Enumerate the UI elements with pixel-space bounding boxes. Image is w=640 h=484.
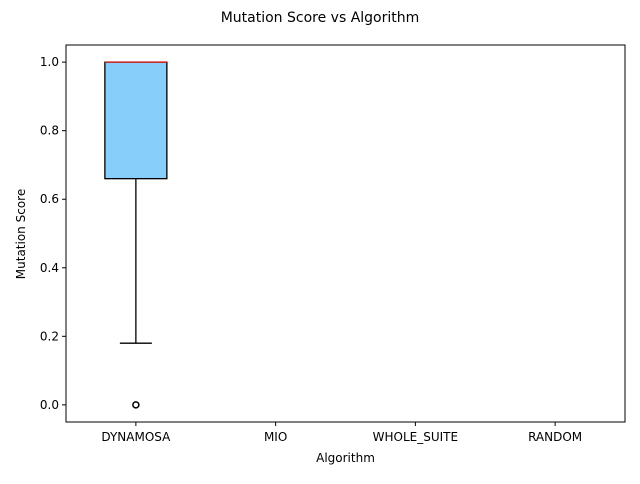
box-iqr xyxy=(104,61,168,180)
y-tick-label: 0.6 xyxy=(40,192,59,206)
box-dynamosa xyxy=(104,61,168,409)
x-tick-label: WHOLE_SUITE xyxy=(373,430,458,444)
axes-frame xyxy=(65,44,626,423)
x-tick-label: RANDOM xyxy=(528,430,582,444)
plot-area xyxy=(104,61,168,409)
outlier-point xyxy=(132,401,140,409)
axes: 0.0 0.2 0.4 0.6 0.8 1.0 DYNAMOSA MIO WHOLE_SUITE… xyxy=(40,44,626,444)
y-tick-label: 0.4 xyxy=(40,261,59,275)
y-tick-label: 0.0 xyxy=(40,398,59,412)
y-tick-label: 0.2 xyxy=(40,329,59,343)
y-axis-label: Mutation Score xyxy=(14,189,28,279)
y-tick-label: 0.8 xyxy=(40,124,59,138)
y-tick-label: 1.0 xyxy=(40,55,59,69)
chart-title: Mutation Score vs Algorithm xyxy=(221,10,420,26)
x-axis-label: Algorithm xyxy=(316,451,375,465)
x-tick-label: DYNAMOSA xyxy=(101,430,171,444)
x-tick-label: MIO xyxy=(264,430,287,444)
